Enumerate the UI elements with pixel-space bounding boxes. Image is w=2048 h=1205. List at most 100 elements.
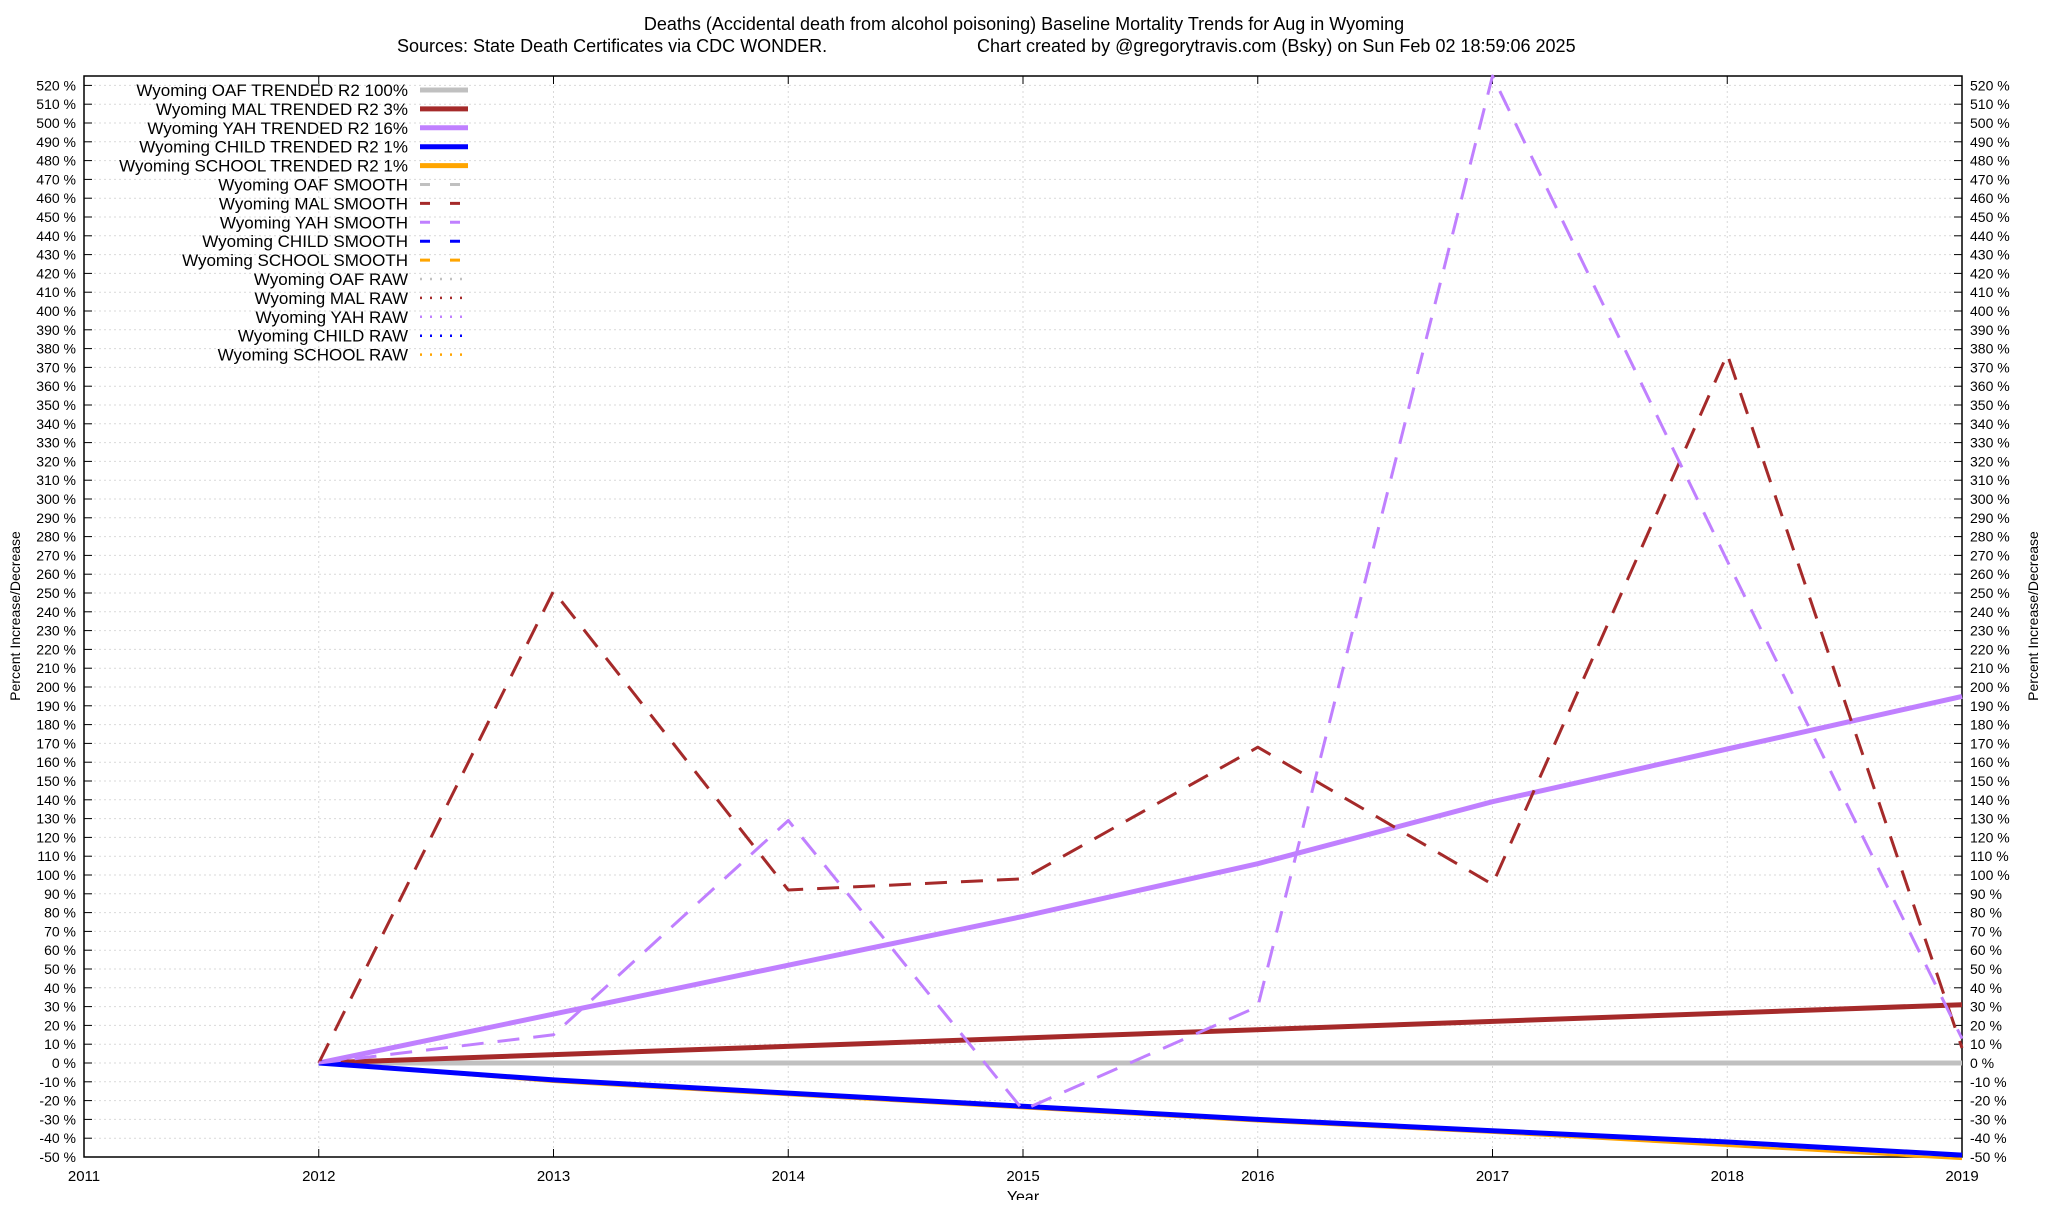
y2-tick-label: 80 % — [1970, 905, 2002, 921]
y-tick-label: 400 % — [36, 303, 76, 319]
series-line-wyoming-mal-trended-r2-3 — [318, 1002, 1963, 1066]
y-tick-label: 460 % — [36, 190, 76, 206]
y-tick-label: 70 % — [44, 923, 76, 939]
x-tick-label: 2015 — [1006, 1168, 1039, 1185]
y-tick-label: -30 % — [39, 1111, 76, 1127]
y2-tick-label: 310 % — [1970, 472, 2010, 488]
y-tick-label: 180 % — [36, 717, 76, 733]
y-tick-label: 160 % — [36, 754, 76, 770]
series-line-wyoming-yah-smooth — [318, 74, 1964, 1112]
y-tick-label: 80 % — [44, 905, 76, 921]
y2-tick-label: 190 % — [1970, 698, 2010, 714]
y-tick-label: 280 % — [36, 529, 76, 545]
y-tick-label: 360 % — [36, 378, 76, 394]
y-tick-label: 30 % — [44, 999, 76, 1015]
y-tick-label: 330 % — [36, 435, 76, 451]
y-tick-label: 60 % — [44, 942, 76, 958]
y2-tick-label: 460 % — [1970, 190, 2010, 206]
x-tick-label: 2013 — [537, 1168, 570, 1185]
legend: Wyoming OAF TRENDED R2 100%Wyoming MAL T… — [119, 81, 468, 365]
y2-tick-label: 440 % — [1970, 228, 2010, 244]
legend-label: Wyoming SCHOOL RAW — [218, 346, 408, 365]
y-tick-label: 90 % — [44, 886, 76, 902]
y-tick-label: 210 % — [36, 660, 76, 676]
x-tick-label: 2014 — [772, 1168, 805, 1185]
legend-label: Wyoming CHILD SMOOTH — [202, 232, 408, 251]
y2-tick-label: -50 % — [1970, 1149, 2007, 1165]
y2-tick-label: 110 % — [1970, 848, 2009, 864]
legend-label: Wyoming SCHOOL TRENDED R2 1% — [119, 157, 408, 176]
y-tick-label: 230 % — [36, 623, 76, 639]
y2-tick-label: 410 % — [1970, 284, 2010, 300]
y-tick-label: 120 % — [36, 829, 76, 845]
x-tick-label: 2011 — [68, 1168, 100, 1185]
y2-tick-label: 70 % — [1970, 923, 2002, 939]
y-tick-label: 340 % — [36, 416, 76, 432]
y2-tick-label: 470 % — [1970, 171, 2010, 187]
y-tick-label: 250 % — [36, 585, 76, 601]
y2-tick-label: -20 % — [1970, 1093, 2007, 1109]
y2-tick-label: 230 % — [1970, 623, 2010, 639]
y-axis-label: Percent Increase/Decrease — [7, 531, 23, 701]
legend-label: Wyoming CHILD TRENDED R2 1% — [139, 138, 408, 157]
y2-tick-label: 320 % — [1970, 453, 2010, 469]
y2-tick-label: 140 % — [1970, 792, 2010, 808]
legend-label: Wyoming OAF TRENDED R2 100% — [136, 81, 408, 100]
series-line-wyoming-yah-trended-r2-16 — [318, 693, 1963, 1066]
y-tick-label: 290 % — [36, 510, 76, 526]
series-lines — [317, 74, 1964, 1161]
y-tick-label: 20 % — [44, 1017, 76, 1033]
y-tick-label: 470 % — [36, 171, 76, 187]
y-tick-label: 10 % — [44, 1036, 76, 1052]
x-tick-label: 2012 — [302, 1168, 335, 1185]
y2-tick-label: 350 % — [1970, 397, 2010, 413]
y-tick-label: 480 % — [36, 153, 76, 169]
y-tick-label: 270 % — [36, 547, 76, 563]
legend-label: Wyoming YAH SMOOTH — [220, 213, 408, 232]
y2-tick-label: 20 % — [1970, 1017, 2002, 1033]
chart-title: Deaths (Accidental death from alcohol po… — [644, 14, 1404, 34]
y-tick-label: 500 % — [36, 115, 76, 131]
y2-tick-label: 360 % — [1970, 378, 2010, 394]
y2-tick-label: -40 % — [1970, 1130, 2007, 1146]
y2-tick-label: 290 % — [1970, 510, 2010, 526]
y2-tick-label: 180 % — [1970, 717, 2010, 733]
series-line-wyoming-mal-smooth — [317, 352, 1964, 1064]
series-line-wyoming-child-trended-r2-1 — [318, 1060, 1963, 1158]
y2-tick-label: 210 % — [1970, 660, 2010, 676]
y2-tick-label: 520 % — [1970, 77, 2010, 93]
y2-tick-label: 330 % — [1970, 435, 2010, 451]
y2-tick-label: 370 % — [1970, 359, 2010, 375]
x-tick-label: 2019 — [1945, 1168, 1978, 1185]
y2-tick-label: -30 % — [1970, 1111, 2007, 1127]
y2-axis-label: Percent Increase/Decrease — [2025, 531, 2041, 701]
y2-tick-label: 50 % — [1970, 961, 2002, 977]
legend-label: Wyoming YAH TRENDED R2 16% — [147, 119, 408, 138]
y2-tick-label: 40 % — [1970, 980, 2002, 996]
y-tick-label: 200 % — [36, 679, 76, 695]
y-tick-label: -40 % — [39, 1130, 76, 1146]
y-tick-label: 190 % — [36, 698, 76, 714]
y-tick-label: 0 % — [52, 1055, 76, 1071]
legend-label: Wyoming MAL SMOOTH — [219, 194, 408, 213]
y-tick-label: -10 % — [39, 1074, 76, 1090]
y2-tick-label: 10 % — [1970, 1036, 2002, 1052]
chart-subtitle-right: Chart created by @gregorytravis.com (Bsk… — [977, 36, 1576, 56]
y2-tick-label: 120 % — [1970, 829, 2010, 845]
y-tick-label: 420 % — [36, 265, 76, 281]
y2-tick-label: 220 % — [1970, 641, 2010, 657]
y-tick-label: 240 % — [36, 604, 76, 620]
legend-label: Wyoming SCHOOL SMOOTH — [182, 251, 408, 270]
y2-tick-label: 390 % — [1970, 322, 2010, 338]
y2-tick-label: 170 % — [1970, 735, 2010, 751]
y-tick-label: 450 % — [36, 209, 76, 225]
y-tick-label: 40 % — [44, 980, 76, 996]
y-tick-label: 150 % — [36, 773, 76, 789]
y2-tick-label: 150 % — [1970, 773, 2010, 789]
y2-tick-label: 400 % — [1970, 303, 2010, 319]
y2-tick-label: 300 % — [1970, 491, 2010, 507]
y2-tick-label: 240 % — [1970, 604, 2010, 620]
y2-tick-label: 500 % — [1970, 115, 2010, 131]
